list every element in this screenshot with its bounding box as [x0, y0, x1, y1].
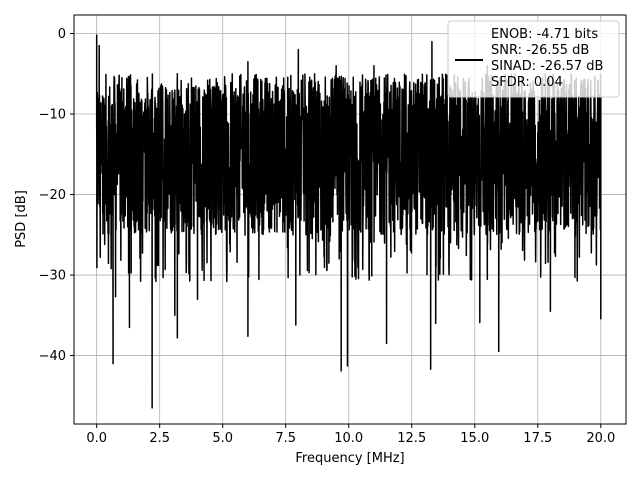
- x-tick-label: 5.0: [212, 431, 233, 446]
- y-tick-label: −10: [39, 108, 66, 123]
- y-tick-label: 0: [58, 27, 66, 42]
- y-tick-label: −40: [39, 349, 66, 364]
- x-tick-label: 15.0: [460, 431, 489, 446]
- y-tick-label: −20: [39, 188, 66, 203]
- plot-frame: [73, 14, 627, 425]
- x-tick-label: 10.0: [334, 431, 363, 446]
- x-tick-label: 0.0: [86, 431, 107, 446]
- x-tick-label: 7.5: [275, 431, 296, 446]
- legend-box: [447, 20, 620, 98]
- x-tick-label: 20.0: [586, 431, 615, 446]
- legend-entry-sfdr: SFDR: 0.04: [491, 75, 563, 90]
- psd-series: [95, 34, 602, 409]
- x-tick-label: 2.5: [149, 431, 170, 446]
- x-tick-label: 12.5: [397, 431, 426, 446]
- psd-line: [95, 34, 602, 409]
- y-axis-label: PSD [dB]: [14, 190, 29, 248]
- x-axis-label: Frequency [MHz]: [295, 451, 404, 466]
- x-tick-label: 17.5: [523, 431, 552, 446]
- y-axis-ticks: 0 −10 −20 −30 −40: [39, 27, 74, 364]
- legend-entry-sinad: SINAD: -26.57 dB: [491, 59, 603, 74]
- legend: ENOB: -4.71 bits SNR: -26.55 dB SINAD: -…: [447, 20, 620, 98]
- x-axis-ticks: 0.0 2.5 5.0 7.5 10.0 12.5 15.0 17.5 20.0: [86, 424, 615, 446]
- y-tick-label: −30: [39, 269, 66, 284]
- legend-entry-enob: ENOB: -4.71 bits: [491, 27, 598, 42]
- legend-entry-snr: SNR: -26.55 dB: [491, 43, 589, 58]
